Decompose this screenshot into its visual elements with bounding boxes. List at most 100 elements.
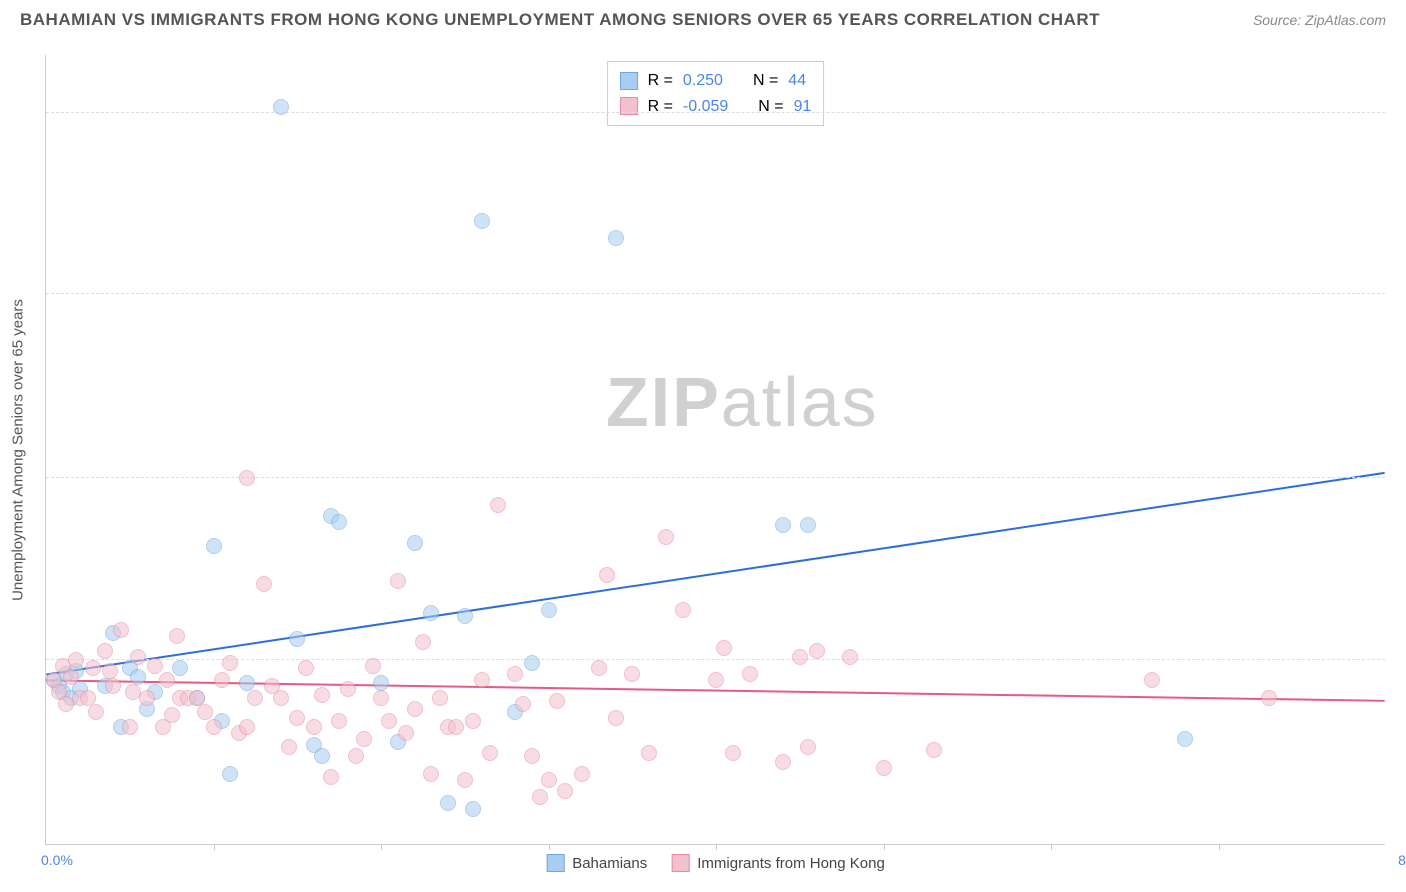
data-point-hk: [247, 690, 263, 706]
data-point-hk: [742, 666, 758, 682]
data-point-hk: [465, 713, 481, 729]
data-point-bahamians: [423, 605, 439, 621]
data-point-bahamians: [206, 538, 222, 554]
data-point-hk: [624, 666, 640, 682]
watermark: ZIPatlas: [606, 362, 879, 442]
swatch-bahamians: [620, 72, 638, 90]
data-point-hk: [289, 710, 305, 726]
x-tick-mark: [214, 844, 215, 850]
data-point-bahamians: [331, 514, 347, 530]
data-point-hk: [608, 710, 624, 726]
data-point-hk: [1261, 690, 1277, 706]
n-label: N =: [753, 68, 778, 94]
data-point-hk: [507, 666, 523, 682]
x-tick-mark: [716, 844, 717, 850]
y-axis-label: Unemployment Among Seniors over 65 years: [10, 299, 27, 601]
data-point-bahamians: [239, 675, 255, 691]
data-point-hk: [139, 690, 155, 706]
data-point-hk: [775, 754, 791, 770]
data-point-hk: [926, 742, 942, 758]
x-tick-mark: [884, 844, 885, 850]
data-point-bahamians: [273, 99, 289, 115]
data-point-hk: [68, 652, 84, 668]
data-point-hk: [340, 681, 356, 697]
data-point-hk: [532, 789, 548, 805]
data-point-hk: [281, 739, 297, 755]
data-point-bahamians: [524, 655, 540, 671]
data-point-hk: [373, 690, 389, 706]
data-point-hk: [549, 693, 565, 709]
data-point-hk: [147, 658, 163, 674]
x-tick-mark: [1219, 844, 1220, 850]
n-label: N =: [758, 94, 783, 120]
data-point-hk: [169, 628, 185, 644]
trend-line-bahamians: [46, 473, 1384, 675]
data-point-hk: [122, 719, 138, 735]
data-point-hk: [365, 658, 381, 674]
data-point-hk: [708, 672, 724, 688]
legend-label: Immigrants from Hong Kong: [697, 855, 885, 872]
data-point-hk: [206, 719, 222, 735]
data-point-hk: [482, 745, 498, 761]
x-max-label: 8.0%: [1398, 852, 1406, 868]
data-point-hk: [675, 602, 691, 618]
legend-row-bahamians: R = 0.250 N = 44: [620, 68, 812, 94]
data-point-hk: [716, 640, 732, 656]
data-point-hk: [102, 663, 118, 679]
y-tick-label: 12.5%: [1390, 454, 1406, 470]
data-point-bahamians: [172, 660, 188, 676]
data-point-hk: [658, 529, 674, 545]
data-point-hk: [197, 704, 213, 720]
data-point-hk: [130, 649, 146, 665]
data-point-bahamians: [800, 517, 816, 533]
data-point-bahamians: [474, 213, 490, 229]
x-origin-label: 0.0%: [41, 852, 73, 868]
chart-title: BAHAMIAN VS IMMIGRANTS FROM HONG KONG UN…: [20, 10, 1100, 30]
data-point-bahamians: [314, 748, 330, 764]
data-point-hk: [448, 719, 464, 735]
data-point-hk: [407, 701, 423, 717]
data-point-hk: [390, 573, 406, 589]
grid-line: [46, 659, 1385, 660]
data-point-hk: [398, 725, 414, 741]
data-point-hk: [474, 672, 490, 688]
data-point-bahamians: [407, 535, 423, 551]
data-point-hk: [348, 748, 364, 764]
data-point-hk: [105, 678, 121, 694]
data-point-hk: [97, 643, 113, 659]
source-attribution: Source: ZipAtlas.com: [1253, 12, 1386, 28]
chart-area: ZIPatlas R = 0.250 N = 44 R = -0.059 N =…: [45, 55, 1385, 845]
r-label: R =: [648, 68, 673, 94]
r-value: 0.250: [683, 68, 723, 94]
data-point-hk: [457, 772, 473, 788]
legend-row-hk: R = -0.059 N = 91: [620, 94, 812, 120]
data-point-bahamians: [222, 766, 238, 782]
data-point-bahamians: [1177, 731, 1193, 747]
data-point-hk: [88, 704, 104, 720]
data-point-bahamians: [465, 801, 481, 817]
data-point-hk: [256, 576, 272, 592]
data-point-hk: [490, 497, 506, 513]
data-point-hk: [273, 690, 289, 706]
data-point-bahamians: [541, 602, 557, 618]
data-point-hk: [164, 707, 180, 723]
data-point-hk: [599, 567, 615, 583]
data-point-hk: [591, 660, 607, 676]
data-point-hk: [214, 672, 230, 688]
plot-region: ZIPatlas R = 0.250 N = 44 R = -0.059 N =…: [45, 55, 1385, 845]
data-point-bahamians: [608, 230, 624, 246]
data-point-hk: [876, 760, 892, 776]
data-point-hk: [541, 772, 557, 788]
swatch-hk: [620, 97, 638, 115]
data-point-hk: [222, 655, 238, 671]
data-point-hk: [809, 643, 825, 659]
data-point-hk: [641, 745, 657, 761]
data-point-hk: [524, 748, 540, 764]
x-tick-mark: [549, 844, 550, 850]
n-value: 91: [794, 94, 812, 120]
data-point-hk: [432, 690, 448, 706]
data-point-hk: [298, 660, 314, 676]
x-tick-mark: [381, 844, 382, 850]
swatch-bahamians-icon: [546, 854, 564, 872]
data-point-hk: [381, 713, 397, 729]
